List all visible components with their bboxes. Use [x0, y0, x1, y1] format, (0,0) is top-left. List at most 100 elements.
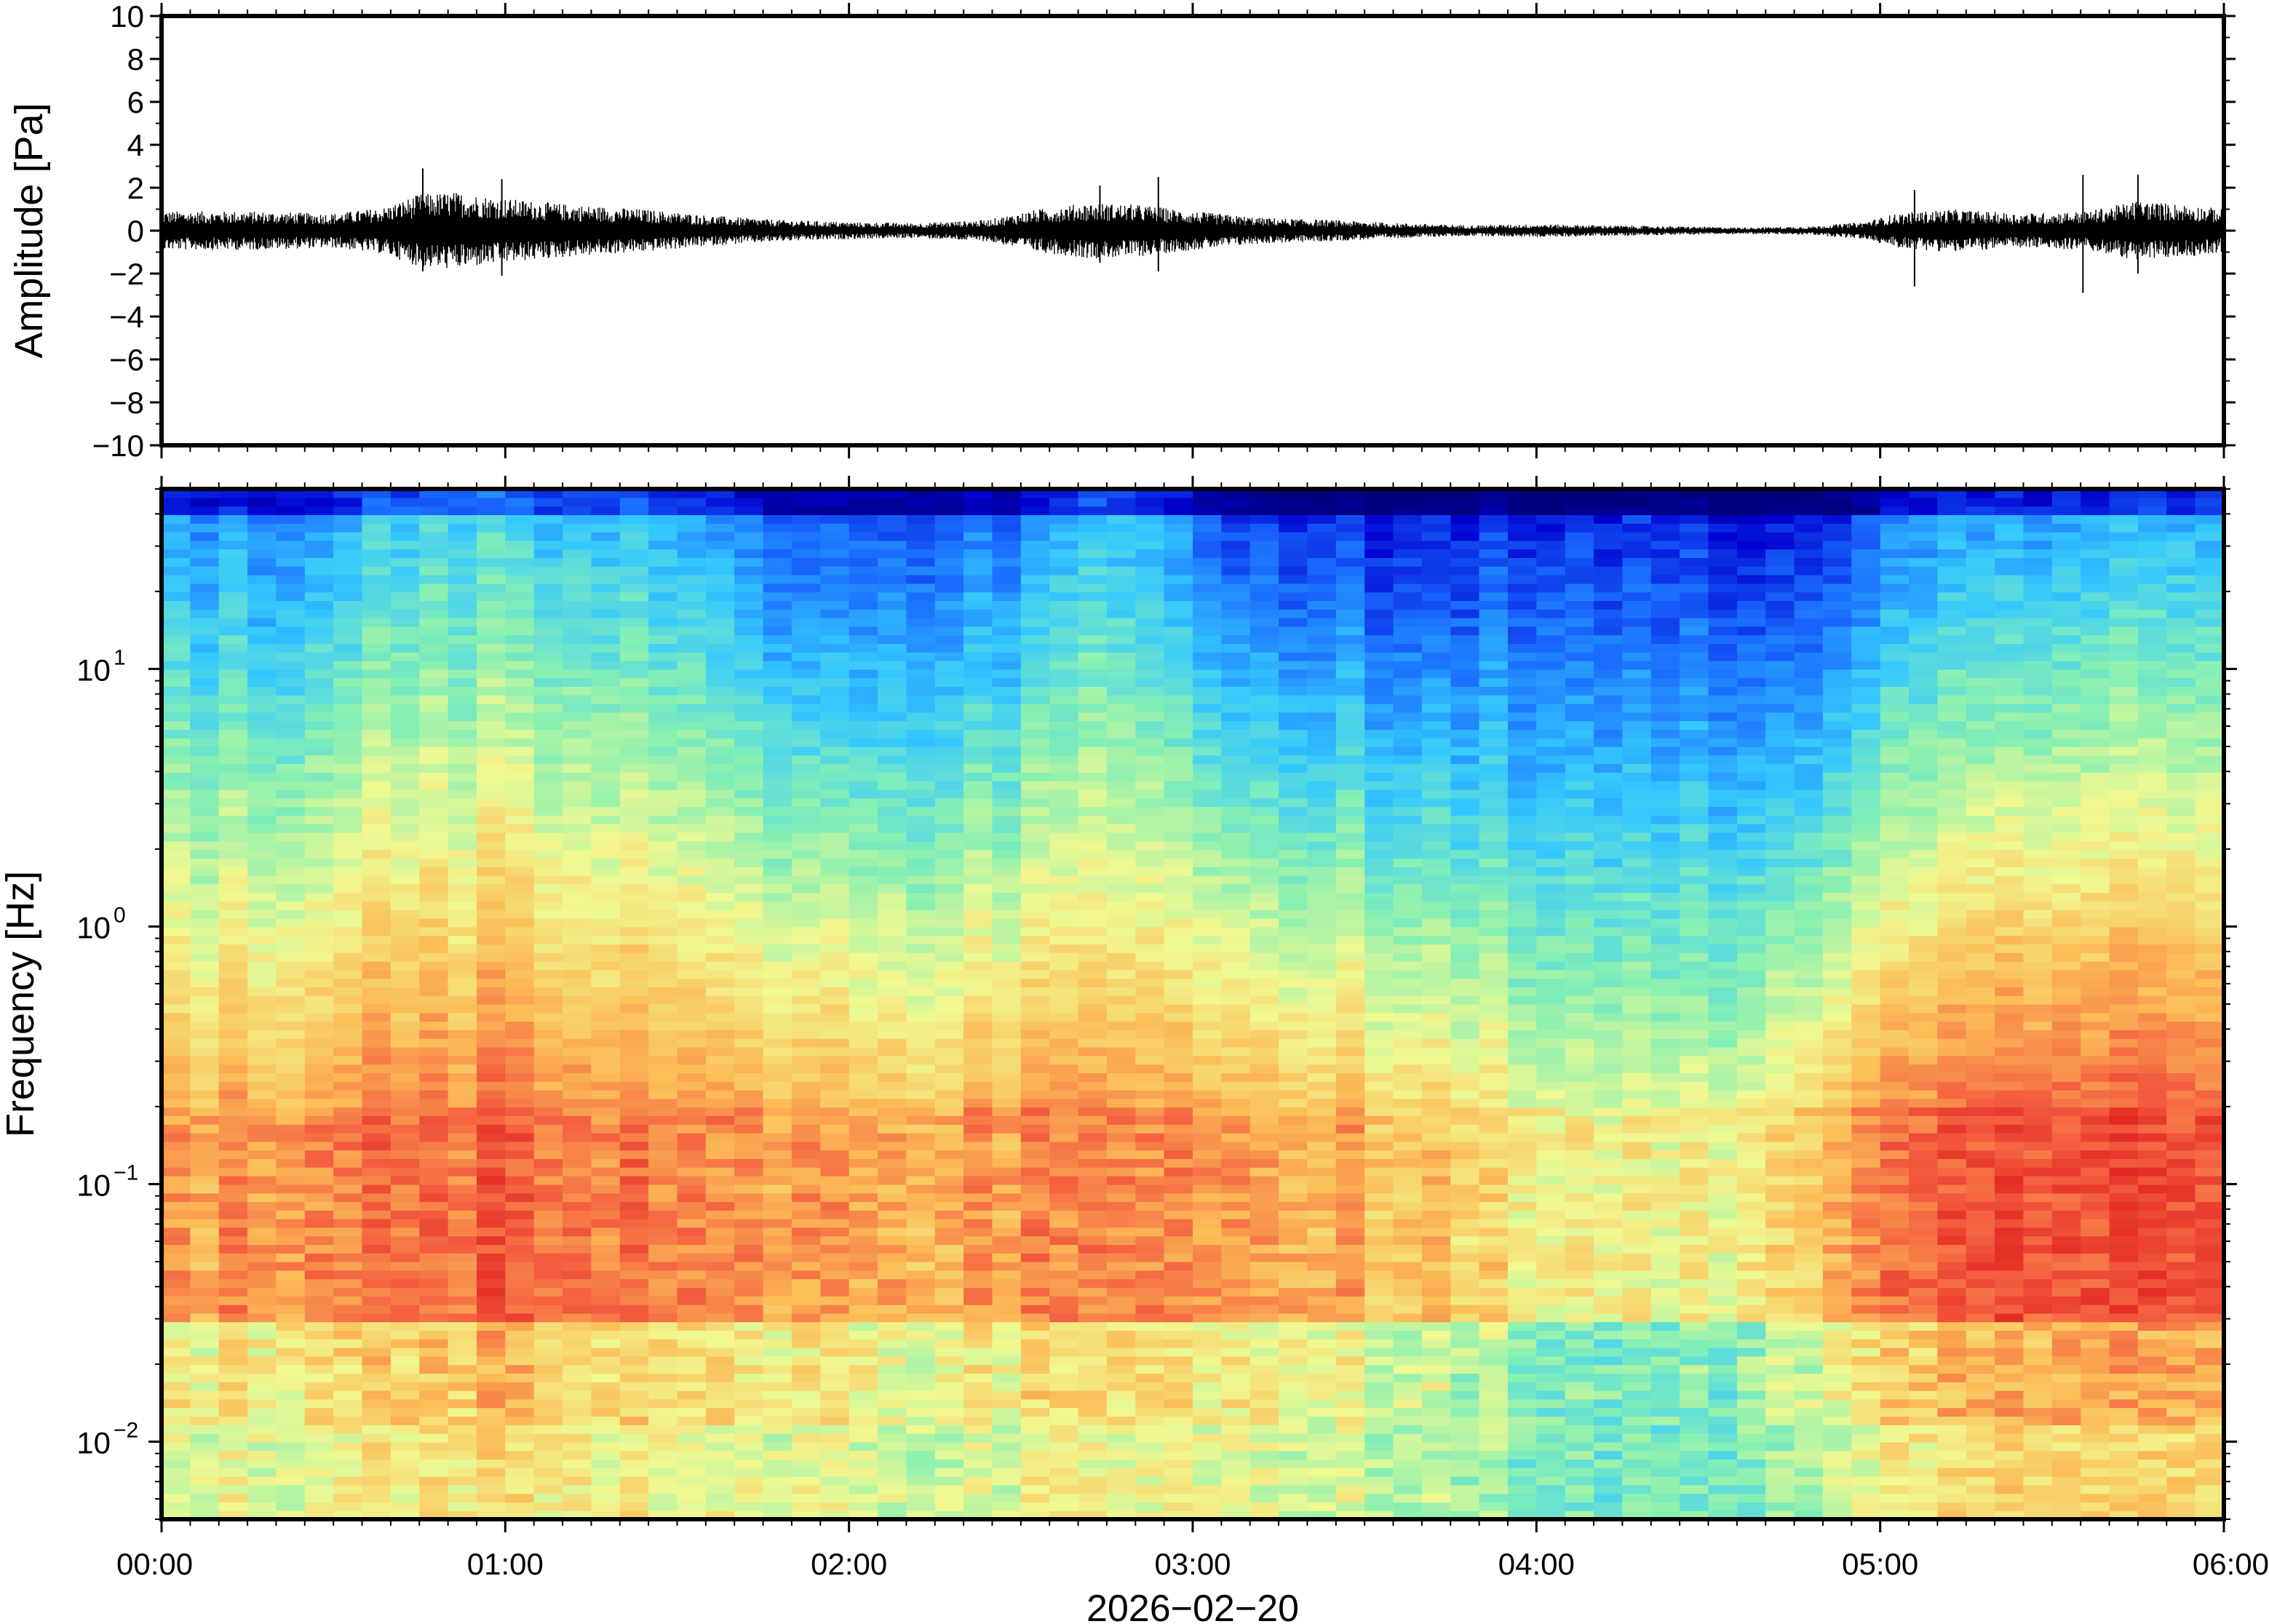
spectrogram-cell [505, 1373, 535, 1382]
spectrogram-cell [1249, 1047, 1279, 1056]
spectrogram-cell [1135, 1484, 1165, 1494]
spectrogram-cell [304, 626, 334, 636]
spectrogram-cell [1049, 1124, 1079, 1134]
spectrogram-cell [705, 772, 735, 781]
spectrogram-cell [1049, 1416, 1079, 1425]
spectrogram-cell [705, 583, 735, 593]
spectrogram-cell [304, 695, 334, 704]
spectrogram-cell [1193, 1141, 1222, 1151]
spectrogram-cell [1049, 1030, 1079, 1039]
spectrogram-cell [1279, 1055, 1308, 1065]
spectrogram-cell [1193, 669, 1222, 679]
spectrogram-cell [1221, 1038, 1251, 1048]
spectrogram-cell [734, 1004, 764, 1014]
spectrogram-cell [276, 1321, 306, 1331]
spectrogram-cell [763, 1407, 792, 1417]
spectrogram-cell [304, 506, 334, 515]
spectrogram-cell [820, 1004, 850, 1014]
spectrogram-cell [849, 1064, 878, 1073]
spectrogram-cell [304, 1450, 334, 1460]
spectrogram-cell [906, 1450, 936, 1460]
spectrogram-cell [734, 497, 764, 507]
spectrogram-cell [1049, 1407, 1079, 1417]
spectrogram-cell [1020, 704, 1050, 713]
spectrogram-cell [1164, 712, 1193, 722]
spectrogram-cell [1279, 909, 1308, 919]
spectrogram-cell [934, 1098, 964, 1108]
spectrogram-cell [218, 883, 248, 893]
spectrogram-cell [705, 1184, 735, 1194]
spectrogram-cell [333, 1124, 363, 1134]
spectrogram-cell [162, 806, 191, 816]
spectrogram-cell [849, 1193, 878, 1202]
spectrogram-cell [820, 695, 850, 704]
spectrogram-cell [563, 1493, 592, 1502]
spectrogram-cell [448, 1004, 477, 1014]
spectrogram-cell [705, 618, 735, 627]
spectrogram-cell [734, 583, 764, 593]
spectrogram-cell [791, 867, 821, 876]
spectrogram-cell [648, 532, 678, 541]
spectrogram-cell [333, 1133, 363, 1142]
spectrogram-cell [849, 858, 878, 867]
spectrogram-cell [1221, 849, 1251, 859]
spectrogram-cell [934, 686, 964, 696]
spectrogram-cell [734, 969, 764, 979]
spectrogram-cell [162, 1459, 191, 1468]
spectrogram-cell [1249, 1416, 1279, 1425]
spectrogram-cell [1221, 1235, 1251, 1245]
spectrogram-cell [247, 1235, 277, 1245]
spectrogram-cell [648, 995, 678, 1005]
spectrogram-cell [906, 626, 936, 636]
spectrogram-cell [362, 1348, 392, 1357]
spectrogram-cell [162, 1141, 191, 1151]
spectrogram-cell [419, 712, 449, 722]
spectrogram-cell [390, 1141, 420, 1151]
spectrogram-cell [677, 1373, 707, 1382]
spectrogram-cell [878, 549, 907, 558]
spectrogram-cell [1078, 1235, 1108, 1245]
spectrogram-cell [791, 763, 821, 773]
spectrogram-cell [648, 1176, 678, 1185]
spectrogram-cell [1307, 677, 1337, 687]
spectrogram-cell [934, 695, 964, 704]
spectrogram-cell [218, 1038, 248, 1048]
spectrogram-cell [677, 1124, 707, 1134]
spectrogram-cell [591, 1227, 621, 1237]
spectrogram-cell [791, 1021, 821, 1030]
spectrogram-cell [477, 1296, 506, 1305]
spectrogram-cell [820, 1064, 850, 1073]
spectrogram-cell [276, 995, 306, 1005]
spectrogram-cell [849, 1030, 878, 1039]
spectrogram-cell [1335, 1493, 1365, 1502]
spectrogram-cell [247, 1510, 277, 1519]
spectrogram-cell [791, 926, 821, 936]
spectrogram-cell [362, 1072, 392, 1082]
spectrogram-cell [419, 1407, 449, 1417]
spectrogram-cell [648, 858, 678, 867]
spectrogram-cell [906, 1398, 936, 1409]
spectrogram-cell [1049, 1493, 1079, 1502]
spectrogram-cell [333, 1433, 363, 1443]
spectrogram-cell [1279, 969, 1308, 979]
spectrogram-cell [677, 1090, 707, 1099]
spectrogram-cell [992, 583, 1022, 593]
spectrogram-cell [362, 755, 392, 765]
spectrogram-cell [1307, 1072, 1337, 1082]
spectrogram-cell [820, 1321, 850, 1331]
spectrogram-cell [906, 1313, 936, 1323]
spectrogram-cell [1106, 1004, 1136, 1014]
spectrogram-cell [934, 549, 964, 558]
spectrogram-cell [1078, 1390, 1108, 1400]
spectrogram-cell [1020, 944, 1050, 953]
spectrogram-cell [304, 1270, 334, 1280]
spectrogram-cell [791, 832, 821, 842]
spectrogram-cell [734, 1484, 764, 1494]
spectrogram-cell [677, 1038, 707, 1048]
spectrogram-cell [1279, 1321, 1308, 1331]
spectrogram-cell [533, 1398, 563, 1409]
spectrogram-cell [705, 1012, 735, 1022]
spectrogram-cell [1078, 772, 1108, 781]
spectrogram-cell [190, 738, 220, 747]
spectrogram-cell [878, 1502, 907, 1511]
